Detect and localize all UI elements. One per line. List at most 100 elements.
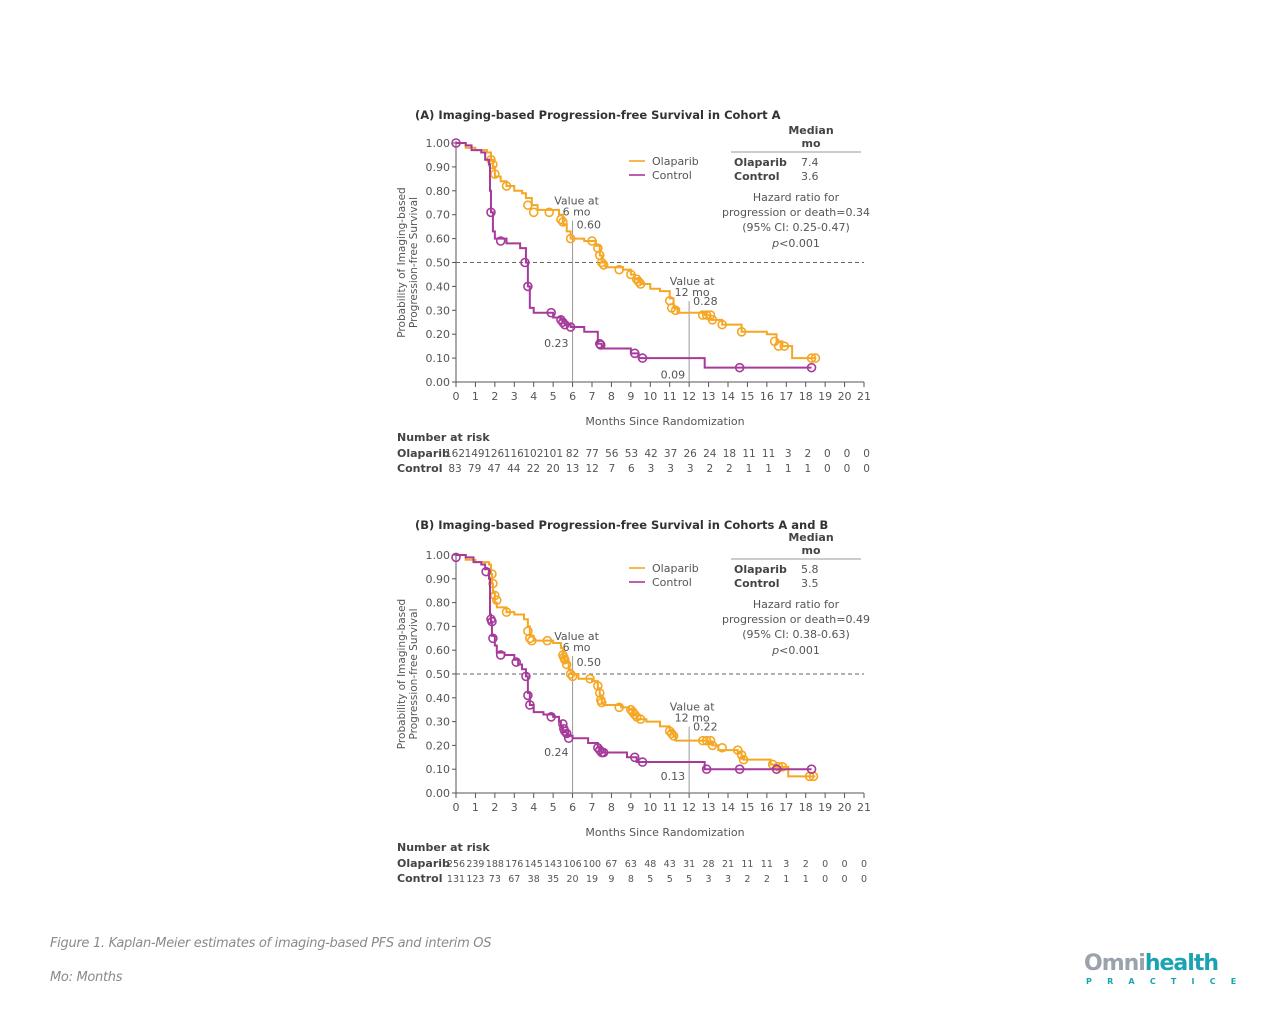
median-row-value: 3.6: [801, 170, 819, 183]
olaparib-censor-mark: [629, 709, 640, 720]
at-risk-value: 100: [583, 859, 601, 870]
x-tick-label: 5: [550, 390, 557, 403]
x-tick-label: 20: [838, 801, 852, 814]
olaparib-censor-mark: [633, 276, 644, 287]
at-risk-value: 131: [447, 874, 465, 885]
olaparib-censor-mark: [635, 714, 646, 725]
control-censor-mark: [806, 362, 817, 373]
olaparib-censor-mark: [773, 762, 784, 772]
at-risk-value: 42: [644, 448, 657, 460]
median-header-unit: mo: [801, 544, 820, 557]
logo-omni: Omni: [1084, 951, 1146, 976]
olaparib-censor-mark: [501, 181, 512, 191]
control-censor-mark: [565, 322, 576, 332]
control-censor-mark: [523, 281, 533, 292]
x-tick-label: 19: [818, 801, 832, 814]
at-risk-value: 123: [466, 874, 484, 885]
at-risk-value: 6: [628, 463, 635, 475]
at-risk-value: 162: [445, 448, 465, 460]
p-value: p<0.001: [771, 237, 820, 250]
olaparib-censor-mark: [525, 633, 535, 644]
control-censor-mark: [488, 633, 498, 644]
at-risk-value: 0: [863, 448, 870, 460]
olaparib-censor-mark: [501, 607, 512, 617]
olaparib-censor-mark: [777, 762, 788, 772]
at-risk-value: 21: [722, 859, 734, 870]
y-tick-label: 0.20: [426, 739, 451, 752]
figure-caption: Figure 1. Kaplan-Meier estimates of imag…: [50, 936, 492, 951]
median-row-label: Control: [734, 170, 779, 183]
number-at-risk-title: Number at risk: [397, 841, 490, 854]
olaparib-censor-mark: [523, 200, 533, 210]
x-tick-label: 8: [608, 801, 615, 814]
chart-title: (B) Imaging-based Progression-free Survi…: [415, 518, 828, 532]
at-risk-value: 22: [527, 463, 540, 475]
olaparib-censor-mark: [626, 269, 636, 280]
at-risk-value: 37: [664, 448, 677, 460]
at-risk-value: 3: [687, 463, 694, 475]
omnihealth-logo: Omnihealth PRACTICE: [1084, 951, 1236, 992]
x-tick-label: 17: [779, 390, 793, 403]
at-risk-value: 0: [842, 859, 848, 870]
control-censor-mark: [637, 353, 648, 363]
at-risk-value: 47: [488, 463, 501, 475]
at-risk-value: 5: [667, 874, 673, 885]
at-risk-value: 53: [625, 448, 638, 460]
control-censor-mark: [495, 236, 506, 246]
x-tick-label: 18: [799, 801, 813, 814]
control-censor-mark: [511, 657, 522, 667]
olaparib-censor-mark: [810, 353, 821, 363]
olaparib-censor-mark: [701, 310, 712, 320]
at-risk-value: 5: [686, 874, 692, 885]
control-censor-mark: [523, 690, 533, 701]
olaparib-censor-mark: [488, 578, 498, 589]
at-risk-value: 3: [648, 463, 655, 475]
six-month-label: 6 mo: [563, 206, 591, 219]
control-censor-mark: [487, 616, 497, 627]
at-risk-value: 2: [744, 874, 750, 885]
x-tick-label: 21: [857, 390, 871, 403]
x-tick-label: 2: [491, 801, 498, 814]
at-risk-value: 19: [586, 874, 598, 885]
at-risk-value: 56: [605, 448, 619, 460]
hazard-ratio-line2: progression or death=0.49: [722, 613, 870, 626]
x-tick-label: 14: [721, 801, 735, 814]
y-tick-label: 0.50: [426, 668, 451, 681]
y-tick-label: 0.90: [426, 161, 451, 174]
olaparib-censor-mark: [585, 673, 595, 684]
at-risk-row-label: Control: [397, 462, 442, 475]
at-risk-value: 102: [523, 448, 543, 460]
olaparib-censor-mark: [596, 257, 607, 268]
olaparib-censor-mark: [736, 327, 747, 337]
x-tick-label: 15: [740, 390, 754, 403]
at-risk-value: 1: [765, 463, 772, 475]
at-risk-value: 101: [543, 448, 563, 460]
p-value: p<0.001: [771, 644, 820, 657]
y-tick-label: 0.40: [426, 280, 451, 293]
y-tick-label: 0.10: [426, 763, 451, 776]
olaparib-censor-mark: [596, 697, 607, 708]
at-risk-value: 1: [783, 874, 789, 885]
at-risk-value: 176: [505, 859, 523, 870]
olaparib-censor-mark: [565, 233, 576, 244]
x-tick-label: 4: [530, 390, 537, 403]
at-risk-value: 2: [764, 874, 770, 885]
x-tick-label: 20: [838, 390, 852, 403]
control-censor-mark: [629, 348, 640, 359]
at-risk-value: 256: [447, 859, 465, 870]
median-row-label: Control: [734, 577, 779, 590]
at-risk-value: 0: [822, 859, 828, 870]
y-axis-label-line2: Progression-free Survival: [408, 197, 420, 328]
olaparib-censor-mark: [526, 635, 537, 646]
control-censor-mark: [559, 319, 570, 330]
control-censor-mark: [546, 712, 557, 722]
x-tick-label: 5: [550, 801, 557, 814]
chart-title: (A) Imaging-based Progression-free Survi…: [415, 108, 781, 122]
olaparib-censor-mark: [556, 214, 566, 225]
at-risk-value: 2: [804, 448, 811, 460]
x-tick-label: 11: [663, 801, 677, 814]
at-risk-value: 2: [726, 463, 733, 475]
control-censor-mark: [520, 257, 530, 268]
at-risk-value: 24: [703, 448, 717, 460]
